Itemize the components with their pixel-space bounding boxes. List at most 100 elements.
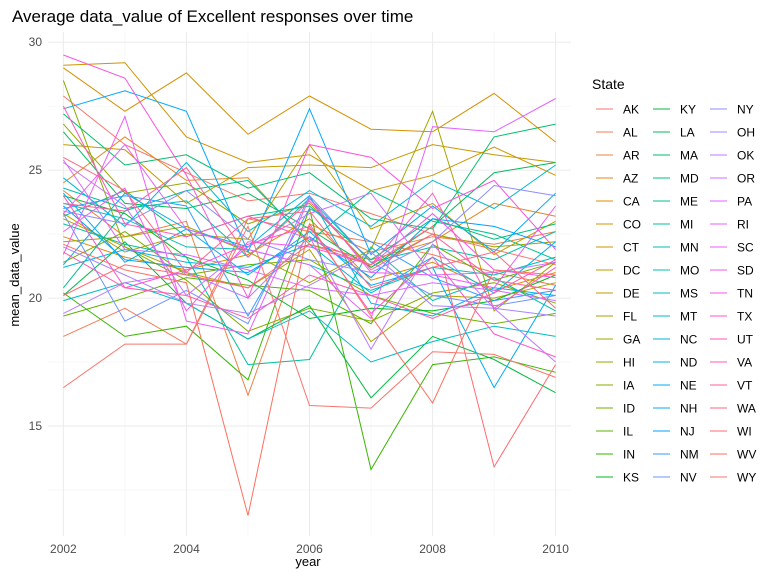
legend-label-ga: GA (623, 333, 640, 347)
legend-label-ok: OK (737, 149, 754, 163)
legend-label-nc: NC (680, 333, 698, 347)
legend-label-mn: MN (680, 241, 699, 255)
series-line-wi (63, 225, 557, 469)
legend-label-de: DE (623, 287, 640, 301)
legend-label-mo: MO (680, 264, 699, 278)
legend-label-ny: NY (737, 103, 754, 117)
series-line-hi (63, 123, 556, 269)
legend-label-or: OR (737, 172, 755, 186)
series-line-ct (63, 62, 556, 192)
legend-label-az: AZ (623, 172, 638, 186)
legend-label-la: LA (680, 126, 695, 140)
series-line-ny (63, 184, 556, 274)
y-tick-label: 15 (29, 419, 43, 433)
legend-label-pa: PA (737, 195, 752, 209)
legend: State AK AL AR AZ CA CO CT DC DE FL GA HI IA ID IL IN KS… (592, 76, 756, 485)
legend-label-me: ME (680, 195, 698, 209)
legend-label-md: MD (680, 172, 699, 186)
legend-label-mt: MT (680, 310, 698, 324)
x-axis-label: year (295, 554, 321, 569)
series-line-dc (63, 144, 556, 205)
legend-label-va: VA (737, 356, 752, 370)
series-line-ia (62, 80, 556, 332)
legend-label-mi: MI (680, 218, 693, 232)
legend-label-nj: NJ (680, 425, 695, 439)
legend-label-oh: OH (737, 126, 755, 140)
y-tick-label: 20 (29, 291, 43, 305)
legend-label-ky: KY (680, 103, 696, 117)
legend-label-ms: MS (680, 287, 698, 301)
x-tick-label: 2010 (542, 542, 569, 556)
axis-ticks: 2002 2004 2006 2008 2010 15 20 25 30 (29, 35, 570, 556)
series-line-ne (63, 192, 557, 389)
series-line-ri (63, 98, 556, 320)
legend-label-ca: CA (623, 195, 640, 209)
y-tick-label: 30 (29, 35, 43, 49)
legend-label-wa: WA (737, 402, 756, 416)
legend-label-vt: VT (737, 379, 753, 393)
series-line-me (63, 179, 556, 289)
legend-label-ct: CT (623, 241, 640, 255)
x-tick-label: 2006 (296, 542, 323, 556)
legend-label-wv: WV (737, 448, 756, 462)
x-tick-label: 2008 (419, 542, 446, 556)
legend-label-nm: NM (680, 448, 699, 462)
x-tick-label: 2004 (173, 542, 200, 556)
series-line-oh (63, 246, 556, 317)
legend-label-nh: NH (680, 402, 697, 416)
chart-title: Average data_value of Excellent response… (12, 7, 413, 26)
legend-label-ut: UT (737, 333, 754, 347)
legend-label-ar: AR (623, 149, 640, 163)
series-line-mi (63, 223, 556, 366)
legend-label-id: ID (623, 402, 635, 416)
legend-label-tn: TN (737, 287, 753, 301)
series-line-nm (63, 195, 556, 318)
legend-label-sd: SD (737, 264, 754, 278)
series-line-va (63, 251, 556, 320)
legend-label-hi: HI (623, 356, 635, 370)
series-line-ok (63, 235, 556, 363)
series-line-wa (63, 156, 556, 309)
series-line-tx (62, 195, 556, 358)
series-line-ga (63, 109, 556, 312)
legend-label-wy: WY (737, 471, 756, 485)
series-line-sc (62, 114, 556, 335)
legend-label-nv: NV (680, 471, 697, 485)
series-line-wv (63, 222, 556, 516)
y-axis-label: mean_data_value (7, 223, 22, 326)
series-line-ms (63, 282, 556, 363)
series-line-ma (63, 113, 556, 230)
legend-label-ak: AK (623, 103, 639, 117)
legend-title: State (592, 76, 625, 92)
legend-label-wi: WI (737, 425, 752, 439)
legend-label-co: CO (623, 218, 641, 232)
x-tick-label: 2002 (50, 542, 77, 556)
series-line-nh (63, 90, 556, 256)
series-line-sd (63, 187, 556, 312)
legend-label-dc: DC (623, 264, 641, 278)
series-line-wy (63, 225, 556, 409)
legend-label-ne: NE (680, 379, 697, 393)
legend-label-ri: RI (737, 218, 749, 232)
series-line-pa (62, 159, 556, 302)
legend-label-ia: IA (623, 379, 634, 393)
series-line-or (63, 162, 556, 297)
series-line-nv (62, 194, 556, 325)
series-line-vt (63, 166, 556, 291)
legend-label-sc: SC (737, 241, 754, 255)
legend-label-in: IN (623, 448, 635, 462)
series-line-tn (63, 54, 556, 300)
legend-label-tx: TX (737, 310, 752, 324)
legend-label-fl: FL (623, 310, 637, 324)
series-line-ut (62, 105, 556, 310)
series-line-il (63, 243, 556, 325)
legend-label-il: IL (623, 425, 633, 439)
legend-label-nd: ND (680, 356, 698, 370)
legend-label-al: AL (623, 126, 638, 140)
legend-label-ks: KS (623, 471, 639, 485)
legend-label-ma: MA (680, 149, 698, 163)
series-lines (62, 54, 557, 516)
y-tick-label: 25 (29, 163, 43, 177)
series-line-co (63, 67, 556, 143)
